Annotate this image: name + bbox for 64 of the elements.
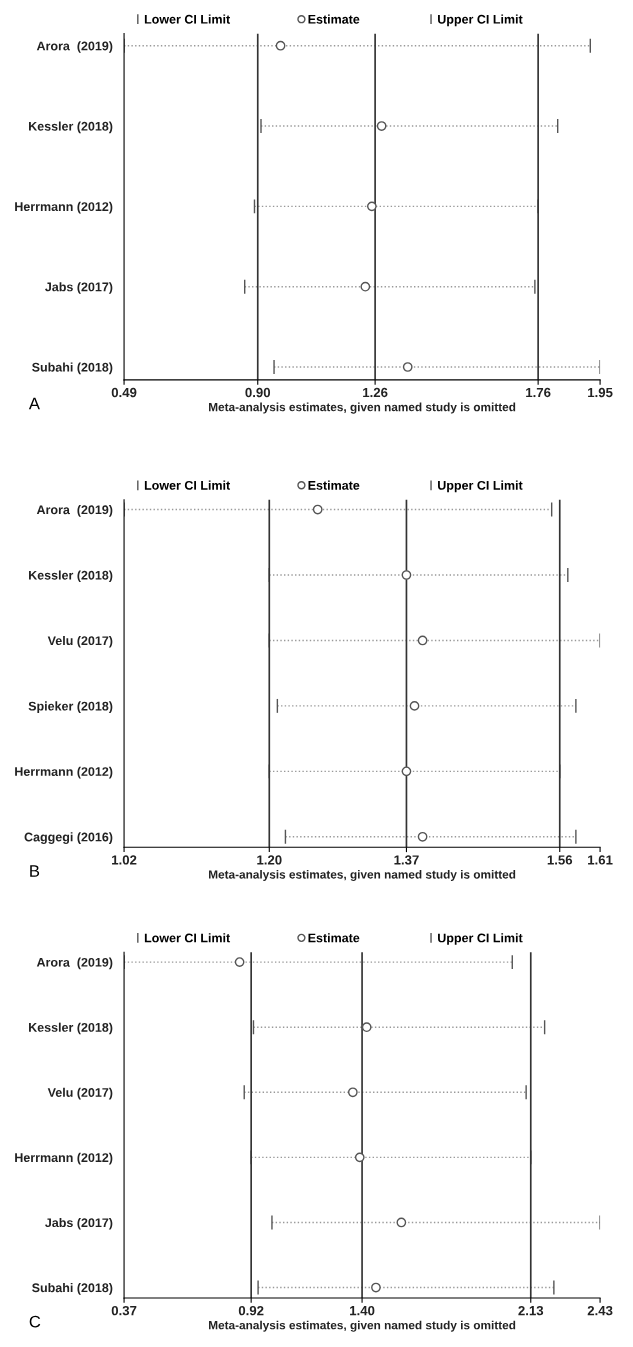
y-tick-label: Arora (2019): [36, 957, 113, 970]
x-axis-title: Meta-analysis estimates, given named study is omitted: [209, 869, 516, 882]
legend-label: Estimate: [308, 14, 360, 24]
y-tick-label: Herrmann (2012): [15, 766, 113, 779]
text: Lower CI Limit: [144, 933, 231, 943]
point: [417, 831, 428, 842]
point: [402, 362, 413, 372]
point: [366, 201, 377, 212]
x-tick-label: 1.95: [588, 387, 613, 398]
y-tick-label: Jabs (2017): [45, 282, 113, 294]
text: Lower CI Limit: [144, 14, 231, 24]
text: C: [29, 1315, 41, 1328]
point: [401, 766, 412, 777]
point: [275, 40, 286, 51]
y-tick-label: Subahi (2018): [32, 1283, 113, 1295]
text: A: [28, 397, 40, 410]
point: [376, 121, 387, 131]
point: [234, 957, 245, 967]
x-tick-label: 1.26: [363, 387, 388, 398]
y-tick-label: Kessler (2018): [29, 570, 113, 583]
point: [409, 701, 420, 711]
x-axis-title: Meta-analysis estimates, given named study is omitted: [209, 402, 516, 414]
x-tick-label: 1.40: [350, 1305, 375, 1316]
point: [396, 1217, 407, 1228]
x-tick-label: 0.92: [238, 1305, 264, 1316]
point: [417, 635, 428, 646]
x-tick-label: 2.43: [587, 1305, 613, 1316]
x-tick-label: 0.90: [245, 387, 271, 398]
y-tick-label: Kessler (2018): [29, 121, 113, 134]
legend-label: Estimate: [308, 933, 360, 943]
y-tick-label: Velu (2017): [47, 635, 113, 648]
y-tick-label: Spieker (2018): [28, 701, 113, 714]
point: [347, 1087, 358, 1098]
y-tick-label: Arora (2019): [36, 505, 113, 517]
point: [401, 570, 412, 580]
point: [360, 281, 371, 292]
x-tick-label: 0.49: [111, 387, 137, 398]
point: [312, 504, 323, 515]
x-tick-label: 1.61: [588, 855, 613, 865]
y-tick-label: Subahi (2018): [32, 362, 113, 375]
y-tick-label: Kessler (2018): [29, 1022, 113, 1035]
x-tick-label: 1.20: [257, 855, 282, 865]
x-tick-label: 1.76: [526, 387, 551, 398]
y-tick-label: Velu (2017): [47, 1087, 113, 1100]
text: Upper CI Limit: [438, 933, 523, 945]
x-tick-label: 1.56: [547, 855, 573, 865]
text: Upper CI Limit: [438, 14, 523, 27]
point: [354, 1152, 365, 1163]
y-tick-label: Arora (2019): [36, 41, 113, 53]
text: Upper CI Limit: [438, 480, 523, 493]
point: [361, 1022, 372, 1033]
text: B: [30, 865, 40, 877]
y-tick-label: Herrmann (2012): [15, 201, 113, 214]
point: [371, 1282, 381, 1293]
x-tick-label: 1.02: [112, 855, 137, 865]
legend-label: Estimate: [308, 480, 360, 490]
y-tick-label: Jabs (2017): [45, 1217, 113, 1230]
x-tick-label: 1.37: [394, 855, 419, 865]
x-tick-label: 0.37: [111, 1305, 137, 1316]
text: Lower CI Limit: [144, 480, 231, 490]
y-tick-label: Herrmann (2012): [15, 1152, 113, 1165]
x-axis-title: Meta-analysis estimates, given named study is omitted: [209, 1320, 516, 1332]
y-tick-label: Caggegi (2016): [24, 832, 113, 844]
x-tick-label: 2.13: [518, 1305, 544, 1316]
